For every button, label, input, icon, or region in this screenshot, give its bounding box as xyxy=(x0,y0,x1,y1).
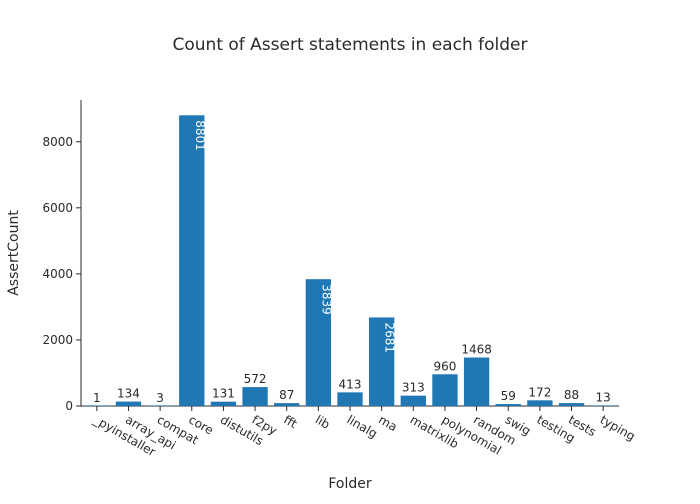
y-tick-label: 2000 xyxy=(42,333,73,347)
data-label: 960 xyxy=(433,359,456,373)
data-label: 8801 xyxy=(193,120,207,151)
y-tick-label: 0 xyxy=(65,399,73,413)
data-label: 1 xyxy=(93,391,101,405)
bar-testing xyxy=(527,400,553,406)
x-tick-label: linalg xyxy=(345,412,380,440)
data-label: 131 xyxy=(212,387,235,401)
bar-fft xyxy=(274,403,300,406)
x-tick-label: lib xyxy=(313,412,332,431)
data-label: 2681 xyxy=(383,322,397,353)
data-label: 134 xyxy=(117,387,140,401)
x-tick-label: typing xyxy=(598,412,638,443)
bar-tests xyxy=(558,403,585,406)
bar-polynomial xyxy=(432,374,458,406)
data-label: 1468 xyxy=(461,343,492,357)
y-tick-label: 4000 xyxy=(42,267,73,281)
data-label: 413 xyxy=(339,377,362,391)
x-tick-label: ma xyxy=(376,412,399,434)
bar-random xyxy=(463,357,490,406)
data-label: 572 xyxy=(244,372,267,386)
y-tick-label: 6000 xyxy=(42,201,73,215)
y-axis-title: AssertCount xyxy=(6,210,22,296)
data-label: 3839 xyxy=(319,284,333,315)
data-label: 172 xyxy=(528,385,551,399)
bar-swig xyxy=(495,404,521,406)
data-label: 13 xyxy=(596,391,611,405)
x-axis-title: Folder xyxy=(328,476,372,492)
bar-distutils xyxy=(210,401,237,406)
bar-compat xyxy=(147,405,173,406)
bar-array_api xyxy=(115,401,142,406)
bar-core xyxy=(179,115,205,406)
bar-lib xyxy=(305,279,332,406)
bar-linalg xyxy=(337,392,363,406)
data-label: 313 xyxy=(402,381,425,395)
bar-typing xyxy=(590,405,616,406)
chart-title: Count of Assert statements in each folde… xyxy=(173,35,528,55)
data-label: 59 xyxy=(501,389,516,403)
data-label: 87 xyxy=(279,388,294,402)
data-label: 3 xyxy=(156,391,164,405)
bar-_pyinstaller xyxy=(84,405,110,406)
bar-f2py xyxy=(242,387,268,406)
x-tick-label: fft xyxy=(281,412,299,431)
bar-ma xyxy=(368,317,395,406)
bar-matrixlib xyxy=(400,395,426,406)
plot-area: 02000400060008000_pyinstaller1array_api1… xyxy=(42,100,638,459)
data-label: 88 xyxy=(564,388,579,402)
y-tick-label: 8000 xyxy=(42,135,73,149)
